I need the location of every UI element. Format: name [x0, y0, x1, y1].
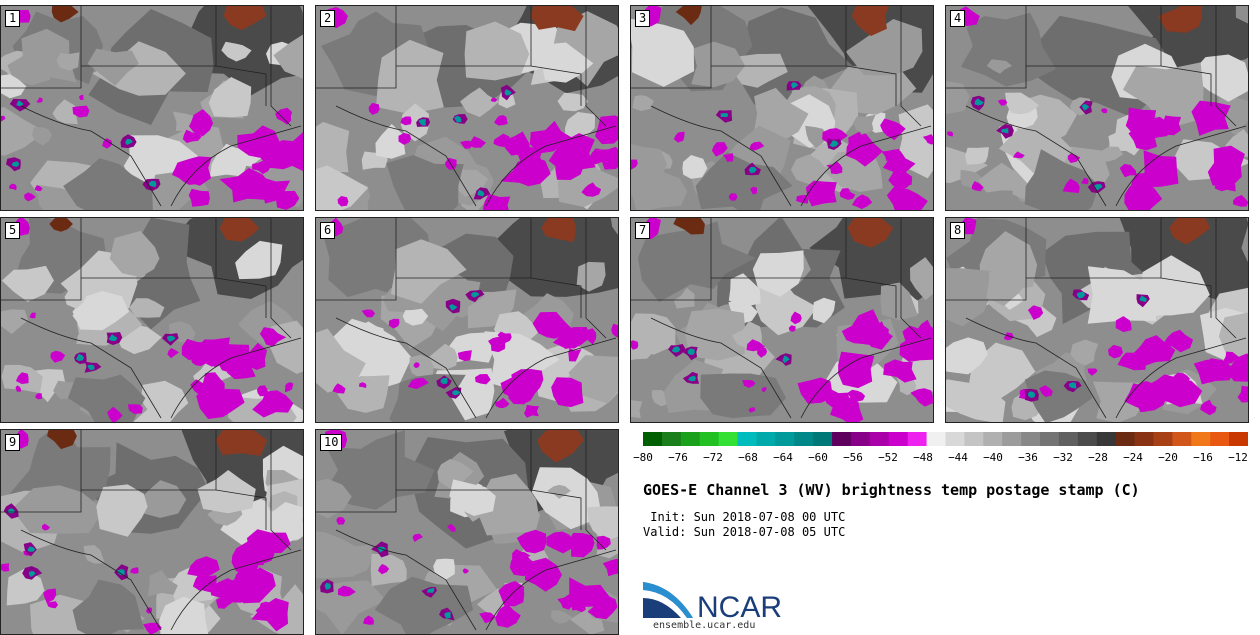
colorbar-swatch	[1153, 432, 1173, 446]
colorbar-tick: −68	[738, 451, 758, 464]
postage-stamp-panel: 9	[0, 429, 304, 635]
colorbar-swatch	[907, 432, 928, 446]
colorbar-tick: −64	[773, 451, 793, 464]
water-vapor-map	[946, 218, 1248, 422]
colorbar-swatch	[775, 432, 795, 446]
colorbar-tick: −52	[878, 451, 898, 464]
init-time: Init: Sun 2018-07-08 00 UTC	[643, 510, 846, 524]
colorbar-tick-labels: −80 −76 −72 −68 −64 −60 −56 −52 −48 −44 −40 −36 −32 −…	[630, 451, 1260, 467]
colorbar-swatch	[1210, 432, 1230, 446]
colorbar-swatch	[1077, 432, 1098, 446]
colorbar-swatch	[850, 432, 871, 446]
panel-number: 3	[635, 10, 651, 27]
colorbar-swatch	[1096, 432, 1117, 446]
postage-stamp-panel: 10	[315, 429, 619, 635]
panel-number: 1	[5, 10, 21, 27]
colorbar-swatch	[1115, 432, 1136, 446]
panel-number: 2	[320, 10, 336, 27]
colorbar-tick: −20	[1158, 451, 1178, 464]
water-vapor-map	[946, 6, 1248, 210]
colorbar-swatch	[869, 432, 890, 446]
postage-stamp-panel: 4	[945, 5, 1249, 211]
colorbar-swatch	[661, 432, 682, 446]
colorbar-swatch	[699, 432, 720, 446]
postage-stamp-panel: 3	[630, 5, 934, 211]
valid-time: Valid: Sun 2018-07-08 05 UTC	[643, 525, 846, 539]
colorbar-swatch	[964, 432, 984, 446]
colorbar-tick: −60	[808, 451, 828, 464]
water-vapor-map	[1, 218, 303, 422]
colorbar-swatch	[1191, 432, 1211, 446]
colorbar-swatch	[1134, 432, 1154, 446]
colorbar-tick: −32	[1053, 451, 1073, 464]
colorbar-swatch	[718, 432, 739, 446]
colorbar	[643, 432, 1248, 446]
colorbar-tick: −12	[1228, 451, 1248, 464]
colorbar-swatch	[983, 432, 1003, 446]
colorbar-swatch	[737, 432, 757, 446]
colorbar-swatch	[813, 432, 833, 446]
panel-number: 7	[635, 222, 651, 239]
colorbar-swatch	[945, 432, 965, 446]
panel-number: 5	[5, 222, 21, 239]
figure-title: GOES-E Channel 3 (WV) brightness temp po…	[643, 481, 1140, 499]
ncar-logo: NCAR	[643, 582, 782, 620]
colorbar-swatch	[832, 432, 852, 446]
colorbar-swatch	[643, 432, 663, 446]
colorbar-swatch	[1058, 432, 1079, 446]
postage-stamp-panel: 6	[315, 217, 619, 423]
colorbar-swatch	[756, 432, 776, 446]
postage-stamp-panel: 8	[945, 217, 1249, 423]
logo-url: ensemble.ucar.edu	[653, 620, 756, 631]
panel-number: 10	[320, 434, 343, 451]
colorbar-tick: −80	[633, 451, 653, 464]
colorbar-swatch	[1040, 432, 1060, 446]
colorbar-swatch	[1172, 432, 1192, 446]
colorbar-swatch	[888, 432, 909, 446]
panel-number: 9	[5, 434, 21, 451]
logo-text: NCAR	[697, 591, 782, 620]
postage-stamp-panel: 5	[0, 217, 304, 423]
colorbar-tick: −72	[703, 451, 723, 464]
postage-stamp-panel: 1	[0, 5, 304, 211]
water-vapor-map	[1, 430, 303, 634]
water-vapor-map	[631, 6, 933, 210]
colorbar-tick: −36	[1018, 451, 1038, 464]
colorbar-swatch	[1229, 432, 1248, 446]
colorbar-swatch	[926, 432, 946, 446]
colorbar-tick: −40	[983, 451, 1003, 464]
colorbar-swatch	[794, 432, 814, 446]
colorbar-tick: −48	[913, 451, 933, 464]
postage-stamp-panel: 2	[315, 5, 619, 211]
water-vapor-map	[316, 430, 618, 634]
colorbar-swatch	[1002, 432, 1022, 446]
colorbar-swatch	[680, 432, 701, 446]
panel-number: 4	[950, 10, 966, 27]
colorbar-tick: −24	[1123, 451, 1143, 464]
colorbar-swatch	[1021, 432, 1041, 446]
panel-number: 6	[320, 222, 336, 239]
water-vapor-map	[316, 218, 618, 422]
colorbar-tick: −28	[1088, 451, 1108, 464]
colorbar-tick: −16	[1193, 451, 1213, 464]
water-vapor-map	[316, 6, 618, 210]
colorbar-tick: −44	[948, 451, 968, 464]
water-vapor-map	[1, 6, 303, 210]
water-vapor-map	[631, 218, 933, 422]
postage-stamp-panel: 7	[630, 217, 934, 423]
colorbar-tick: −56	[843, 451, 863, 464]
panel-number: 8	[950, 222, 966, 239]
colorbar-tick: −76	[668, 451, 688, 464]
